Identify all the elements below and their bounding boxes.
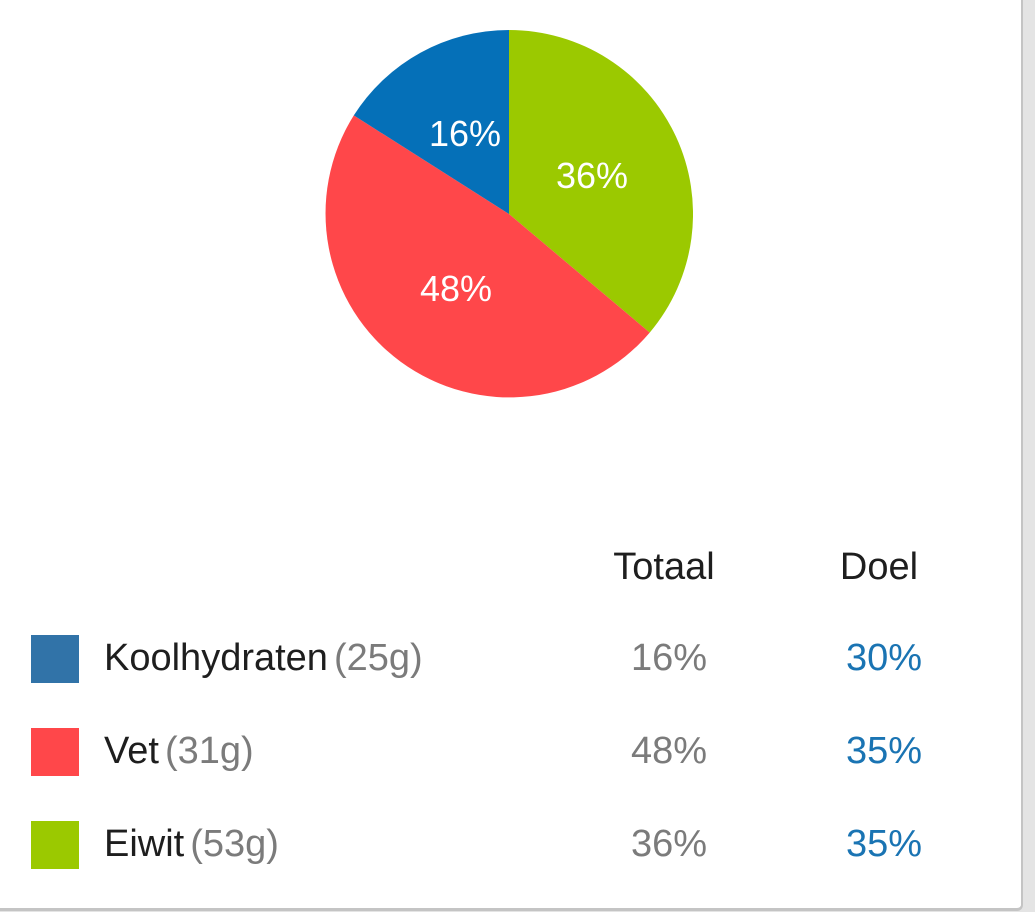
legend-swatch-koolhydraten: [31, 635, 79, 683]
pie-label-koolhydraten: 16%: [428, 113, 502, 154]
macro-name: Eiwit (53g): [104, 823, 279, 866]
pie-label-vet: 48%: [419, 268, 493, 309]
pie-slice-eiwit[interactable]: [509, 30, 693, 333]
macro-name: Koolhydraten (25g): [104, 637, 423, 680]
macro-name-label: Vet: [104, 730, 159, 772]
macro-row-koolhydraten: Koolhydraten (25g) 16% 30%: [0, 635, 1021, 695]
macro-grams: (31g): [164, 730, 254, 772]
legend-swatch-vet: [31, 728, 79, 776]
macro-name-label: Koolhydraten: [104, 637, 328, 679]
macro-total: 16%: [630, 637, 708, 679]
legend-swatch-eiwit: [31, 821, 79, 869]
macro-name-label: Eiwit: [104, 823, 185, 865]
macro-row-vet: Vet (31g) 48% 35%: [0, 728, 1021, 788]
macro-row-eiwit: Eiwit (53g) 36% 35%: [0, 821, 1021, 881]
pie-slice-koolhydraten[interactable]: [353, 30, 509, 214]
macro-total: 36%: [630, 823, 708, 865]
pie-slice-vet[interactable]: [325, 115, 650, 398]
macro-grams: (53g): [190, 823, 279, 865]
pie-svg: [325, 30, 693, 398]
macro-goal: 30%: [845, 637, 923, 679]
pie-label-eiwit: 36%: [555, 155, 629, 196]
macronutrient-pie-chart: 16% 36% 48%: [325, 30, 693, 398]
macro-grams: (25g): [333, 637, 423, 679]
macro-goal: 35%: [845, 823, 923, 865]
macro-total: 48%: [630, 730, 708, 772]
column-header-goal: Doel: [839, 546, 919, 588]
macro-name: Vet (31g): [104, 730, 254, 773]
macro-goal: 35%: [845, 730, 923, 772]
column-header-total: Totaal: [613, 546, 715, 588]
